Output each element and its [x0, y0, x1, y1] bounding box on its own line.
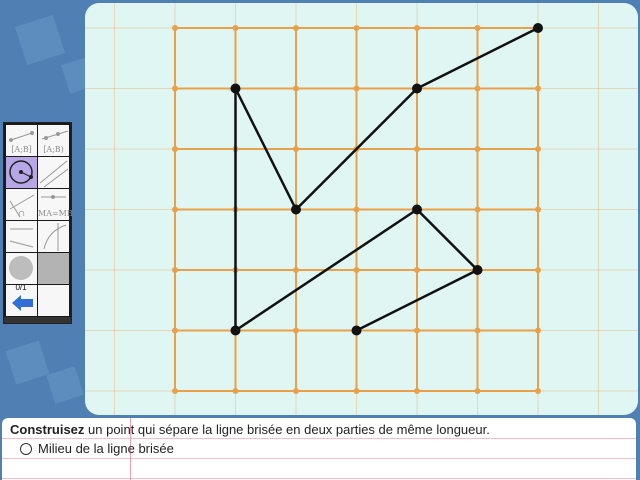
grid-node: [474, 388, 481, 394]
grid-node: [535, 267, 541, 273]
grid-node: [293, 25, 299, 31]
vertex-point: [412, 83, 422, 94]
grid-node: [353, 85, 360, 92]
perpendicular-icon: [9, 228, 34, 248]
grid-node: [474, 206, 481, 213]
empty-slot: [38, 285, 69, 316]
grid-node: [293, 85, 299, 92]
ruler-icon: [43, 223, 67, 251]
ray-tool[interactable]: [A;B): [38, 125, 69, 156]
vertex-point: [230, 83, 241, 94]
arc-icon: [9, 194, 35, 218]
grid-node: [535, 85, 541, 92]
grid-node: [414, 25, 420, 31]
grid-node: [172, 267, 178, 273]
segment-tool[interactable]: [A;B]: [6, 125, 37, 156]
grid-node: [414, 267, 420, 273]
grid-node: [172, 327, 178, 334]
ray-tool-label: [A;B): [43, 145, 64, 154]
grid-node: [414, 388, 420, 394]
grid-node: [172, 85, 178, 92]
compass-icon: [9, 160, 33, 184]
grid-node: [172, 388, 178, 394]
grid-node: [414, 146, 420, 152]
vertex-point: [472, 265, 483, 275]
grid-node: [474, 85, 481, 92]
arc-tool-label: ∩: [18, 209, 25, 218]
task-text: Construisez un point qui sépare la ligne…: [10, 422, 490, 437]
vertex-point: [533, 23, 543, 33]
vertex-point: [291, 204, 301, 215]
grid-node: [232, 25, 239, 31]
grid-node: [474, 327, 481, 334]
grid-node: [172, 146, 178, 152]
back-button[interactable]: [6, 285, 37, 316]
notebook-margin: [130, 418, 131, 480]
line-icon: [39, 160, 69, 188]
task-description: un point qui sépare la ligne brisée en d…: [84, 422, 490, 437]
background-decoration: [46, 366, 84, 404]
goal-option[interactable]: Milieu de la ligne brisée: [20, 441, 174, 456]
segment-tool-label: [A;B]: [11, 145, 32, 154]
geometry-canvas[interactable]: [85, 3, 638, 415]
segment-icon: [9, 131, 34, 142]
toolbox-footer: [4, 317, 71, 323]
toolbox: [A;B] [A;B) ∩ MA=MB: [3, 122, 73, 324]
grid-node: [353, 267, 360, 273]
perpendicular-tool[interactable]: [6, 221, 37, 252]
instruction-panel: Construisez un point qui sépare la ligne…: [2, 418, 636, 480]
line-tool[interactable]: [38, 157, 69, 188]
grid-node: [535, 388, 541, 394]
grid-node: [474, 25, 481, 31]
notebook-rule: [2, 438, 636, 439]
fill-tool[interactable]: [38, 253, 69, 284]
notebook-rule: [2, 478, 636, 479]
grid-node: [535, 327, 541, 334]
grid-figure[interactable]: [85, 3, 638, 415]
grid-node: [172, 25, 178, 31]
grid-node: [293, 388, 299, 394]
grid-node: [232, 388, 239, 394]
grid-node: [293, 327, 299, 334]
vertex-point: [351, 325, 362, 336]
midpoint-tool[interactable]: MA=MB: [38, 189, 73, 220]
point-icon: [9, 256, 33, 280]
ray-icon: [41, 130, 69, 140]
progress-counter: 0/1: [15, 283, 27, 292]
goal-option-label: Milieu de la ligne brisée: [38, 441, 174, 456]
grid-node: [293, 146, 299, 152]
grid-node: [474, 146, 481, 152]
grid-node: [414, 327, 420, 334]
arc-tool[interactable]: ∩: [6, 189, 37, 220]
grid-node: [535, 206, 541, 213]
midpoint-tool-label: MA=MB: [38, 209, 73, 218]
grid-node: [293, 267, 299, 273]
notebook-rule: [2, 458, 636, 459]
background-decoration: [5, 340, 50, 385]
back-arrow-icon: [12, 295, 33, 311]
background-decoration: [14, 14, 66, 66]
broken-line: [234, 26, 539, 332]
point-tool[interactable]: [6, 253, 37, 284]
compass-tool[interactable]: [6, 157, 37, 188]
radio-icon[interactable]: [20, 442, 32, 455]
task-verb: Construisez: [10, 422, 85, 437]
vertex-point: [412, 204, 422, 215]
grid-node: [535, 146, 541, 152]
grid-node: [353, 388, 360, 394]
midpoint-icon: [41, 195, 66, 199]
grid-node: [172, 206, 178, 213]
grid-node: [353, 25, 360, 31]
ruler-tool[interactable]: [38, 221, 69, 252]
grid-node: [353, 206, 360, 213]
vertex-point: [230, 325, 241, 336]
